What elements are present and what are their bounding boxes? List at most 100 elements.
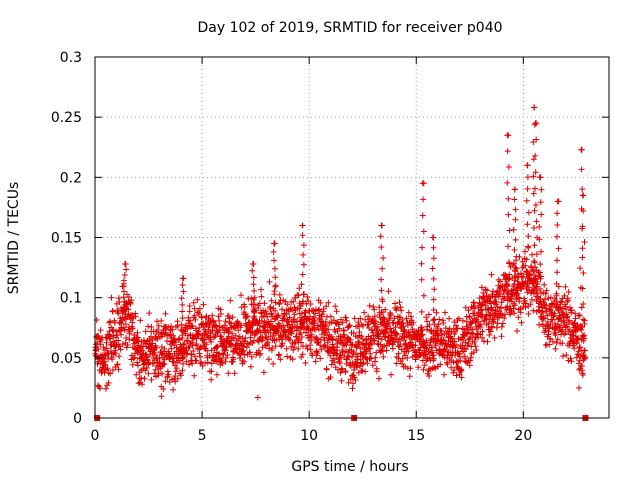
data-point xyxy=(299,351,306,358)
data-point xyxy=(369,362,376,369)
data-point xyxy=(493,298,500,305)
data-point xyxy=(165,371,172,378)
data-point xyxy=(374,340,381,347)
data-point xyxy=(541,296,548,303)
data-point xyxy=(473,347,480,353)
data-point xyxy=(291,319,298,326)
data-point xyxy=(145,361,152,368)
data-point xyxy=(334,350,341,357)
data-point xyxy=(347,359,354,366)
data-point xyxy=(552,320,558,327)
data-point xyxy=(523,268,530,275)
data-point xyxy=(373,349,380,356)
data-point xyxy=(120,294,127,301)
data-point xyxy=(537,261,544,268)
data-point xyxy=(401,327,408,334)
data-point xyxy=(268,297,275,304)
data-point xyxy=(381,343,388,350)
data-point xyxy=(430,244,437,251)
data-point xyxy=(511,260,517,267)
data-point xyxy=(182,322,189,329)
data-point xyxy=(397,341,404,348)
data-point xyxy=(396,299,403,306)
data-point xyxy=(225,329,232,336)
data-point xyxy=(178,295,185,302)
data-point xyxy=(533,267,540,274)
data-point xyxy=(304,345,311,352)
data-point xyxy=(368,341,375,348)
data-point xyxy=(137,317,144,324)
data-point xyxy=(553,292,560,299)
data-point xyxy=(419,212,426,219)
data-point xyxy=(582,354,589,361)
data-point xyxy=(302,360,309,366)
data-point xyxy=(511,186,518,193)
data-point xyxy=(250,281,257,288)
data-point xyxy=(451,367,458,374)
data-point xyxy=(533,136,540,143)
data-point xyxy=(403,315,410,322)
data-point xyxy=(580,316,587,323)
data-point xyxy=(415,364,422,371)
data-point xyxy=(560,353,566,360)
data-point xyxy=(536,236,543,243)
data-point xyxy=(470,299,477,306)
data-point xyxy=(533,120,540,127)
data-point xyxy=(276,291,283,298)
data-point xyxy=(511,277,518,284)
data-point xyxy=(208,368,215,375)
data-point xyxy=(418,332,425,339)
data-point xyxy=(179,315,186,322)
data-point xyxy=(132,313,139,320)
data-point xyxy=(479,334,486,341)
data-point xyxy=(267,304,274,311)
data-point xyxy=(474,318,481,325)
data-point xyxy=(302,309,309,316)
data-point xyxy=(209,312,216,319)
data-point xyxy=(121,288,127,295)
data-point xyxy=(452,328,459,335)
data-point xyxy=(446,315,453,322)
data-point xyxy=(544,312,551,319)
data-point xyxy=(338,377,345,384)
data-point xyxy=(250,321,257,328)
data-point xyxy=(146,310,153,317)
data-point xyxy=(532,185,538,192)
data-point xyxy=(371,306,378,313)
data-point xyxy=(550,313,557,320)
chart-title: Day 102 of 2019, SRMTID for receiver p04… xyxy=(197,20,502,36)
data-point xyxy=(179,308,186,315)
data-point xyxy=(180,341,187,348)
data-point xyxy=(250,274,257,281)
data-point xyxy=(174,375,181,382)
data-point xyxy=(358,333,365,340)
data-point xyxy=(129,325,136,332)
data-point xyxy=(252,307,258,314)
data-point xyxy=(494,320,501,327)
data-point xyxy=(418,341,425,347)
data-point xyxy=(272,282,279,289)
data-point xyxy=(108,342,115,349)
data-point xyxy=(170,386,177,393)
data-point xyxy=(558,298,565,305)
axis-ticks xyxy=(94,56,609,419)
data-point xyxy=(189,360,196,367)
data-point xyxy=(444,361,451,368)
data-point xyxy=(347,336,354,343)
data-point xyxy=(580,207,587,214)
data-point xyxy=(313,334,320,341)
data-point xyxy=(373,368,380,375)
data-point xyxy=(217,333,224,339)
data-point xyxy=(531,207,538,214)
y-tick-label: 0.15 xyxy=(51,231,82,247)
data-point xyxy=(122,316,129,323)
data-point xyxy=(275,352,282,359)
data-point xyxy=(581,347,588,354)
data-point xyxy=(380,255,387,261)
data-point xyxy=(392,324,399,331)
data-point xyxy=(469,330,476,337)
data-point xyxy=(480,338,487,345)
data-point xyxy=(578,166,585,173)
data-point xyxy=(407,329,413,336)
data-point xyxy=(542,290,549,297)
